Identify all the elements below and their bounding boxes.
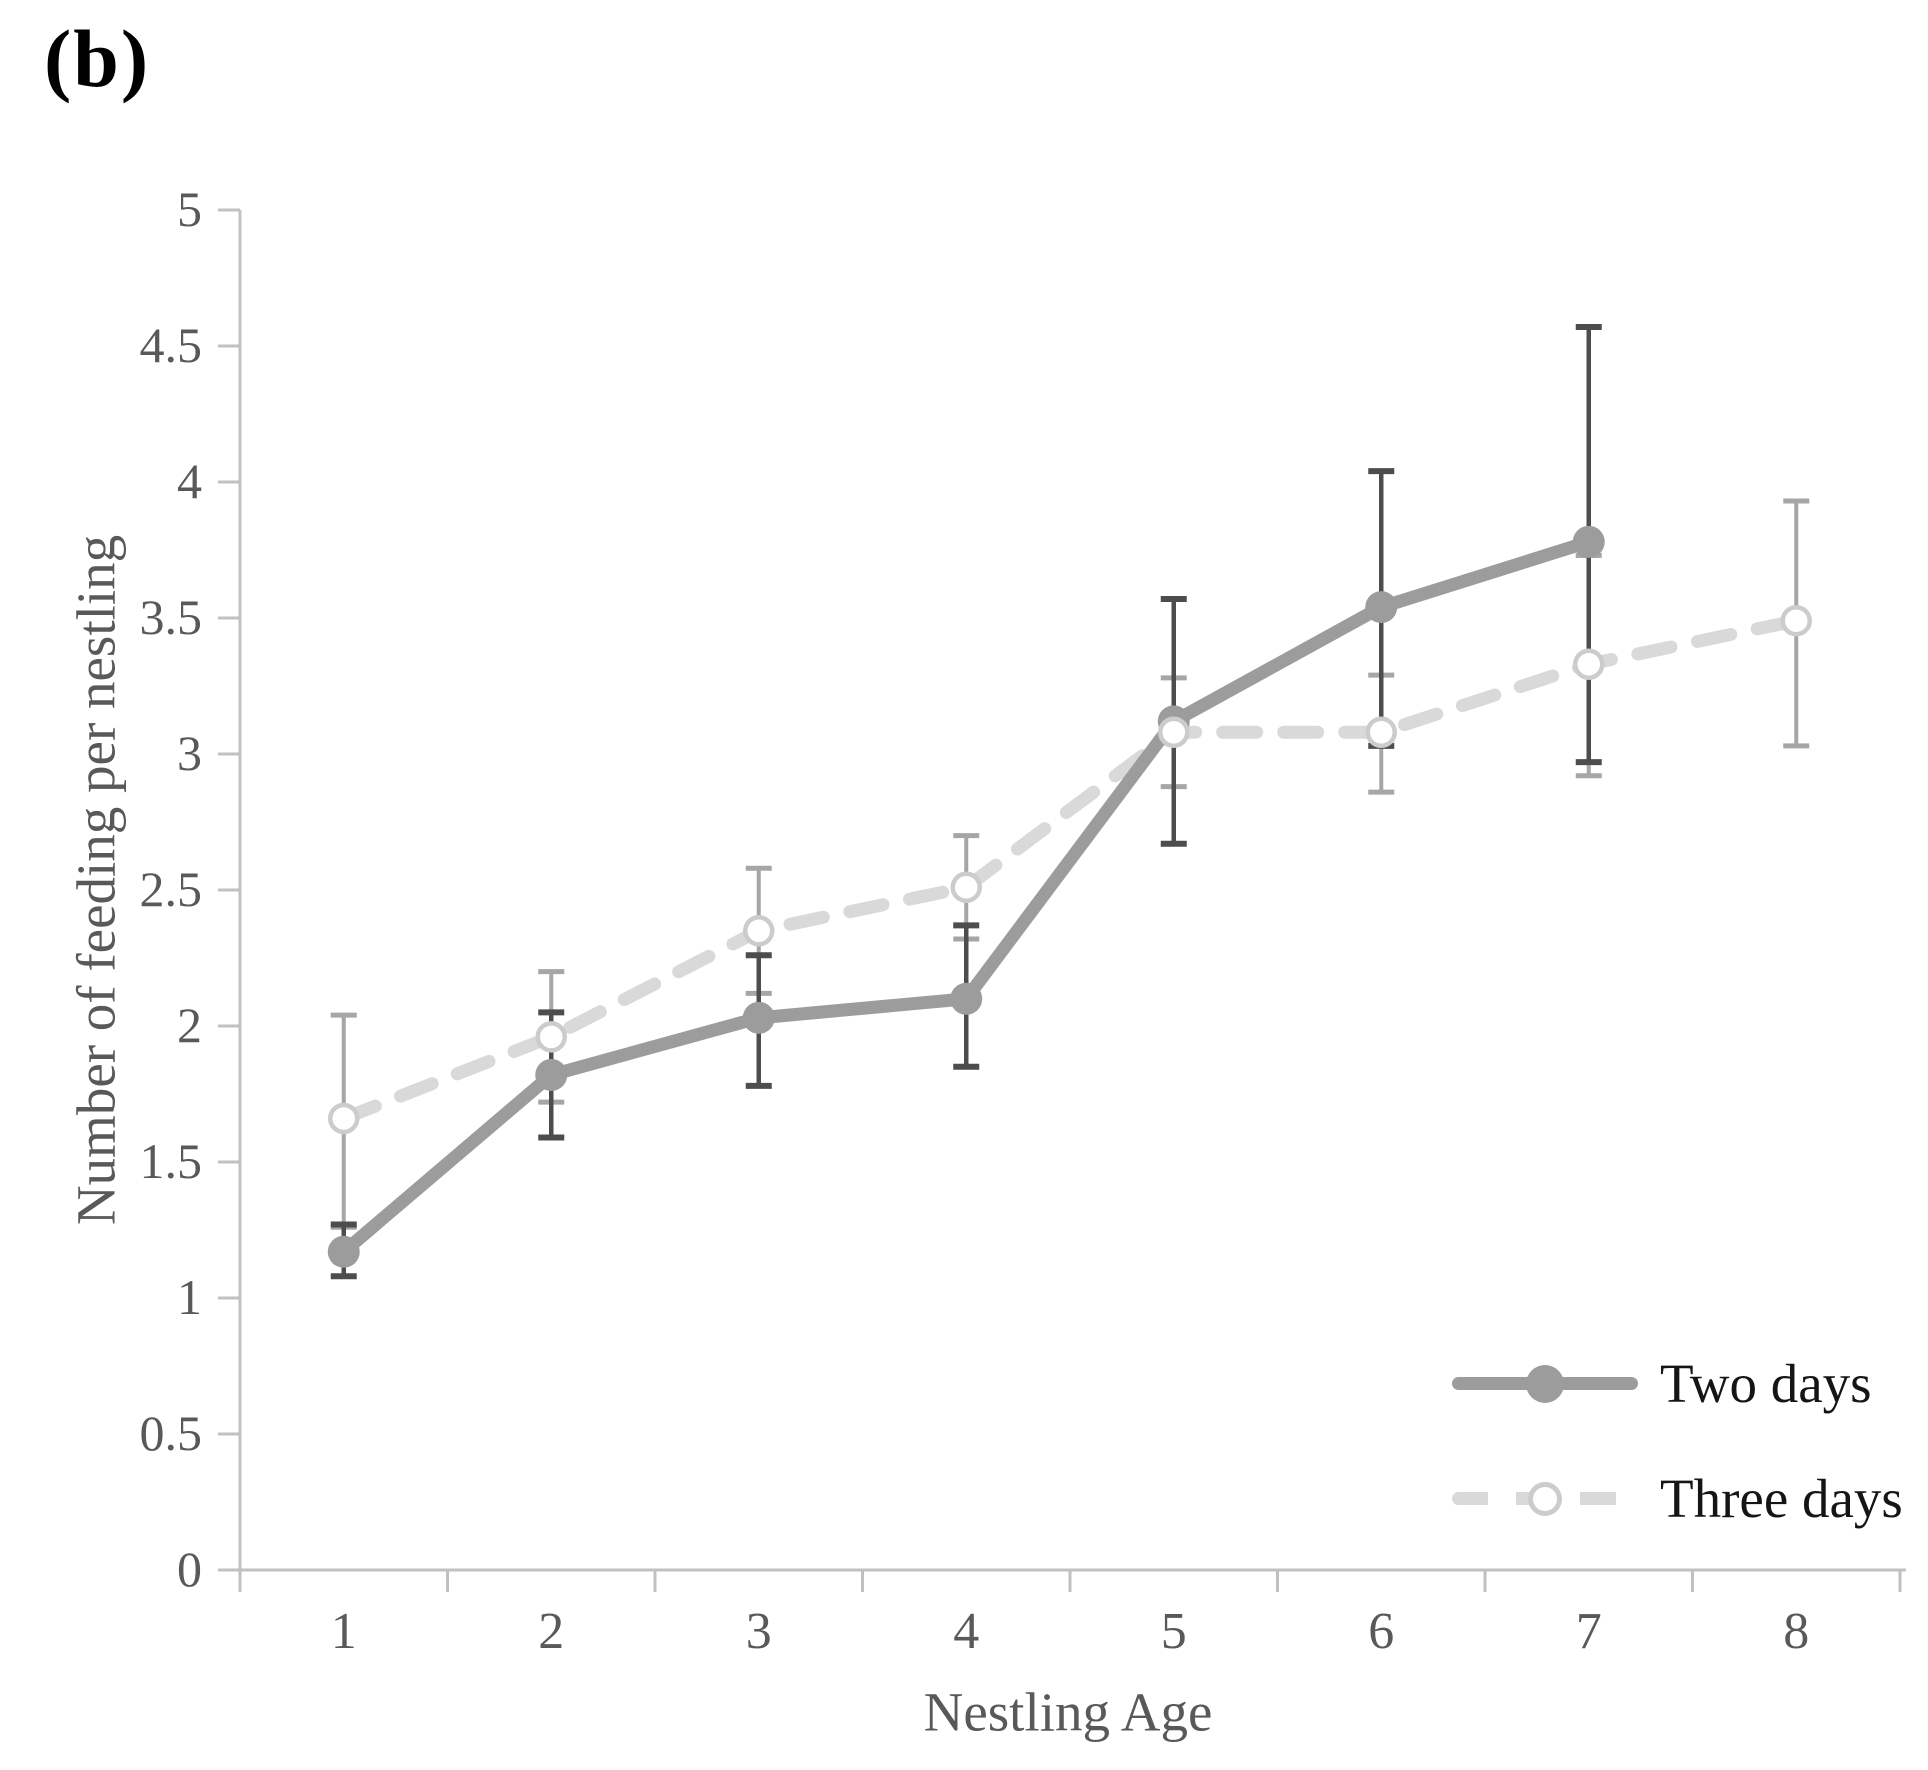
data-point-three-days-3 (743, 915, 775, 947)
legend-item-three-days: Three days (1452, 1467, 1903, 1530)
y-axis-tick-label: 5 (177, 181, 202, 237)
data-point-two-days-3 (742, 1001, 775, 1034)
panel-label: (b) (44, 13, 151, 104)
legend-label-two-days: Two days (1660, 1353, 1872, 1414)
y-axis-tick-label: 4 (177, 453, 202, 509)
data-point-three-days-1 (328, 1102, 360, 1135)
y-axis-tick-label: 2 (177, 997, 202, 1053)
data-point-three-days-7 (1573, 648, 1605, 680)
data-point-three-days-4 (950, 871, 982, 904)
x-axis-tick-label: 6 (1368, 1603, 1394, 1660)
data-point-two-days-7 (1572, 525, 1605, 558)
data-point-three-days-8 (1780, 604, 1812, 637)
y-axis-tick-label: 0.5 (140, 1405, 203, 1461)
legend-key-dashed-line (1452, 1481, 1638, 1516)
x-axis-tick-label: 5 (1161, 1603, 1187, 1660)
open-circle-marker-icon (1528, 1481, 1562, 1516)
x-axis-tick-label: 4 (953, 1603, 979, 1660)
data-point-three-days-6 (1365, 716, 1397, 748)
y-axis-tick-label: 3.5 (140, 589, 203, 645)
legend-label-three-days: Three days (1660, 1468, 1903, 1529)
data-point-three-days-5 (1158, 716, 1190, 748)
y-axis-tick-label: 2.5 (140, 861, 203, 917)
data-point-two-days-1 (327, 1235, 360, 1268)
data-point-two-days-4 (950, 982, 983, 1015)
y-axis-tick-label: 1 (177, 1269, 202, 1325)
x-axis-title: Nestling Age (923, 1681, 1213, 1743)
y-axis-title: Number of feeding per nestling (65, 534, 127, 1226)
legend-key-solid-line (1452, 1364, 1638, 1403)
x-axis-tick-label: 1 (331, 1603, 357, 1660)
y-axis-tick-label: 0 (177, 1541, 202, 1597)
data-point-two-days-6 (1365, 591, 1398, 624)
y-axis-tick-label: 4.5 (140, 317, 203, 373)
filled-circle-marker-icon (1526, 1364, 1564, 1403)
data-point-three-days-2 (535, 1021, 567, 1053)
legend-item-two-days: Two days (1452, 1352, 1903, 1415)
y-axis-tick-label: 1.5 (140, 1133, 203, 1189)
data-point-two-days-2 (535, 1058, 568, 1091)
x-axis-tick-label: 3 (746, 1603, 772, 1660)
x-axis-tick-label: 8 (1783, 1603, 1809, 1660)
x-axis-tick-label: 7 (1576, 1603, 1602, 1660)
x-axis-tick-label: 2 (538, 1603, 564, 1660)
legend: Two days Three days (1452, 1352, 1903, 1530)
series-three-days-line (337, 614, 1803, 1125)
y-axis-tick-label: 3 (177, 725, 202, 781)
